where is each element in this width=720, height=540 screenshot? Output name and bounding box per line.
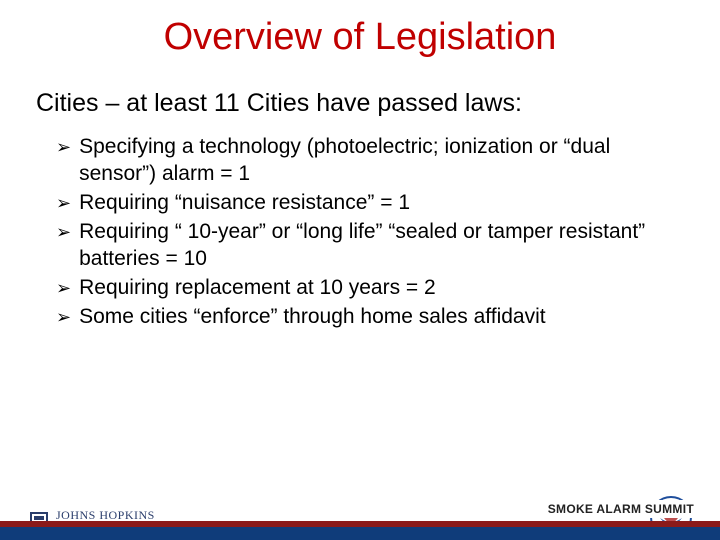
bullet-icon: ➢ bbox=[56, 304, 71, 331]
bullet-list: ➢ Specifying a technology (photoelectric… bbox=[56, 134, 680, 331]
bottom-bar-blue bbox=[0, 527, 720, 540]
summit-label: SMOKE ALARM SUMMIT bbox=[542, 500, 700, 518]
slide-footer: JOHNS HOPKINS BLOOMBERG SCHOOL of PUBLIC… bbox=[0, 496, 720, 540]
bullet-icon: ➢ bbox=[56, 190, 71, 217]
bottom-bar: SMOKE ALARM SUMMIT bbox=[0, 508, 720, 540]
bullet-text: Specifying a technology (photoelectric; … bbox=[79, 134, 680, 188]
bullet-icon: ➢ bbox=[56, 134, 71, 161]
list-item: ➢ Requiring replacement at 10 years = 2 bbox=[56, 275, 680, 302]
bullet-icon: ➢ bbox=[56, 219, 71, 246]
slide-title: Overview of Legislation bbox=[0, 0, 720, 59]
list-item: ➢ Specifying a technology (photoelectric… bbox=[56, 134, 680, 188]
bullet-text: Requiring “nuisance resistance” = 1 bbox=[79, 190, 680, 217]
bullet-icon: ➢ bbox=[56, 275, 71, 302]
slide-subtitle: Cities – at least 11 Cities have passed … bbox=[36, 89, 720, 118]
bullet-text: Requiring replacement at 10 years = 2 bbox=[79, 275, 680, 302]
bullet-text: Requiring “ 10-year” or “long life” “sea… bbox=[79, 219, 680, 273]
list-item: ➢ Some cities “enforce” through home sal… bbox=[56, 304, 680, 331]
slide: Overview of Legislation Cities – at leas… bbox=[0, 0, 720, 540]
list-item: ➢ Requiring “nuisance resistance” = 1 bbox=[56, 190, 680, 217]
bullet-text: Some cities “enforce” through home sales… bbox=[79, 304, 680, 331]
list-item: ➢ Requiring “ 10-year” or “long life” “s… bbox=[56, 219, 680, 273]
